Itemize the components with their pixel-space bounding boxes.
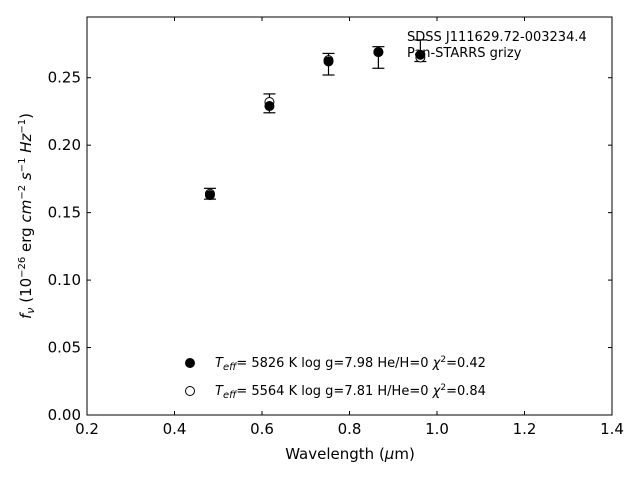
x-tick-label: 0.6 (250, 420, 274, 438)
annotation-object-name: SDSS J111629.72-003234.4 (407, 30, 587, 45)
y-tick-label: 0.20 (48, 136, 81, 154)
y-axis-label: fν (10−26 erg cm−2 s−1 Hz−1) (17, 113, 37, 319)
x-tick-label: 0.2 (75, 420, 99, 438)
x-tick-label: 0.8 (338, 420, 362, 438)
legend-entry-2: Teff= 5564 K log g=7.81 H/He=0 χ2=0.84 (215, 383, 486, 401)
filled-circle-point (373, 47, 384, 58)
y-tick-label: 0.25 (48, 69, 81, 87)
filled-circle-point (415, 49, 426, 60)
data-points (204, 47, 426, 201)
legend: Teff= 5826 K log g=7.98 He/H=0 χ2=0.42 T… (185, 355, 486, 401)
legend-marker-filled (185, 358, 195, 368)
filled-circle-point (323, 56, 334, 67)
x-axis: 0.2 0.4 0.6 0.8 1.0 1.2 1.4 (75, 17, 624, 438)
filled-circle-point (204, 190, 215, 201)
y-tick-label: 0.10 (48, 271, 81, 289)
y-tick-label: 0.15 (48, 204, 81, 222)
x-tick-label: 1.0 (425, 420, 449, 438)
x-tick-label: 1.4 (600, 420, 624, 438)
filled-circle-point (264, 101, 275, 112)
annotation-survey: Pan-STARRS grizy (407, 46, 522, 61)
x-tick-label: 0.4 (163, 420, 187, 438)
y-tick-label: 0.00 (48, 406, 81, 424)
legend-marker-open (185, 386, 195, 396)
x-axis-label: Wavelength (μm) (285, 445, 415, 463)
y-tick-label: 0.05 (48, 339, 81, 357)
legend-entry-1: Teff= 5826 K log g=7.98 He/H=0 χ2=0.42 (215, 355, 486, 373)
error-bars (203, 39, 427, 200)
x-tick-label: 1.2 (513, 420, 537, 438)
y-axis: 0.00 0.05 0.10 0.15 0.20 0.25 (48, 69, 612, 424)
